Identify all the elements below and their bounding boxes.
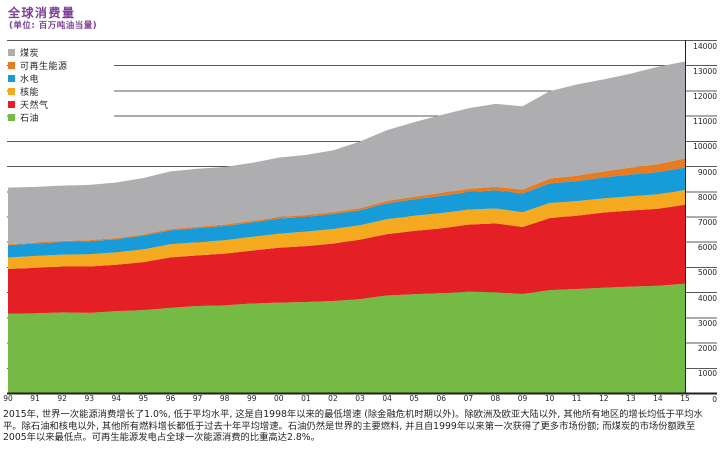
y-axis-tick-label: 2000 [697, 344, 717, 354]
legend-label-natural-gas: 天然气 [20, 101, 49, 111]
y-axis-tick-label: 9000 [697, 167, 717, 177]
legend-swatch-oil [8, 114, 15, 121]
legend-label-hydro: 水电 [20, 75, 40, 85]
area-coal [8, 61, 685, 245]
y-axis-tick-label: 12000 [693, 91, 717, 101]
x-axis-tick-label: 93 [84, 394, 95, 403]
x-axis-tick-label: 14 [653, 394, 663, 403]
x-axis-tick-label: 99 [246, 394, 257, 403]
x-axis-tick-label: 06 [436, 394, 447, 403]
legend-label-renewables: 可再生能源 [20, 62, 68, 72]
legend-swatch-nuclear [8, 88, 15, 95]
legend-label-coal: 煤炭 [20, 49, 40, 59]
legend-item-oil: 石油 [8, 111, 114, 124]
y-axis-tick-label: 1000 [697, 369, 717, 379]
x-axis-tick-label: 94 [111, 394, 122, 403]
x-axis-tick-label: 07 [463, 394, 474, 403]
y-axis-tick-label: 10000 [693, 142, 717, 152]
chart-legend: 煤炭可再生能源水电核能天然气石油 [8, 44, 114, 126]
x-axis-tick-label: 09 [517, 394, 528, 403]
y-axis-tick-label: 4000 [697, 293, 717, 303]
y-axis-tick-label: 5000 [697, 268, 717, 278]
legend-label-nuclear: 核能 [20, 88, 40, 98]
area-nuclear [8, 190, 685, 269]
x-axis-tick-label: 91 [30, 394, 40, 403]
x-axis-tick-label: 10 [544, 394, 555, 403]
x-axis-tick-label: 00 [274, 394, 284, 403]
x-axis-tick-label: 01 [301, 394, 311, 403]
legend-item-coal: 煤炭 [8, 46, 114, 59]
x-axis-tick-label: 08 [490, 394, 501, 403]
legend-label-oil: 石油 [20, 114, 40, 124]
x-axis-tick-label: 97 [192, 394, 203, 403]
x-axis-tick-label: 95 [138, 394, 149, 403]
y-axis-tick-label: 13000 [693, 66, 717, 76]
legend-swatch-hydro [8, 75, 15, 82]
chart-commentary: 2015年, 世界一次能源消费增长了1.0%, 低于平均水平, 这是自1998年… [3, 409, 703, 443]
legend-item-hydro: 水电 [8, 72, 114, 85]
y-axis-tick-label: 6000 [697, 243, 717, 253]
x-axis-tick-label: 12 [598, 394, 609, 403]
page-subtitle: (单位: 百万吨油当量) [9, 21, 98, 31]
legend-item-renewables: 可再生能源 [8, 59, 114, 72]
y-axis-tick-label: 11000 [693, 117, 717, 127]
x-axis-tick-label: 98 [219, 394, 230, 403]
y-axis-tick-label: 0 [712, 394, 717, 404]
legend-item-nuclear: 核能 [8, 85, 114, 98]
x-axis-tick-label: 02 [328, 394, 338, 403]
y-axis-tick-label: 14000 [693, 41, 717, 51]
area-hydro [8, 167, 685, 258]
y-axis-tick-label: 8000 [697, 192, 717, 202]
x-axis-tick-label: 92 [57, 394, 67, 403]
legend-swatch-coal [8, 49, 15, 56]
x-axis-tick-label: 11 [571, 394, 582, 403]
page-title: 全球消费量 [8, 6, 76, 20]
x-axis-tick-label: 96 [165, 394, 176, 403]
legend-item-natural-gas: 天然气 [8, 98, 114, 111]
legend-swatch-natural-gas [8, 101, 15, 108]
x-axis-tick-label: 15 [680, 394, 690, 403]
x-axis-tick-label: 05 [409, 394, 419, 403]
x-axis-tick-label: 13 [626, 394, 636, 403]
area-natural-gas [8, 204, 685, 314]
x-axis-tick-label: 03 [355, 394, 365, 403]
y-axis-tick-label: 7000 [697, 218, 717, 227]
x-axis-tick-label: 90 [3, 394, 13, 403]
legend-swatch-renewables [8, 62, 15, 69]
x-axis-tick-label: 04 [382, 394, 392, 403]
y-axis-tick-label: 3000 [697, 318, 717, 328]
area-oil [8, 283, 685, 393]
